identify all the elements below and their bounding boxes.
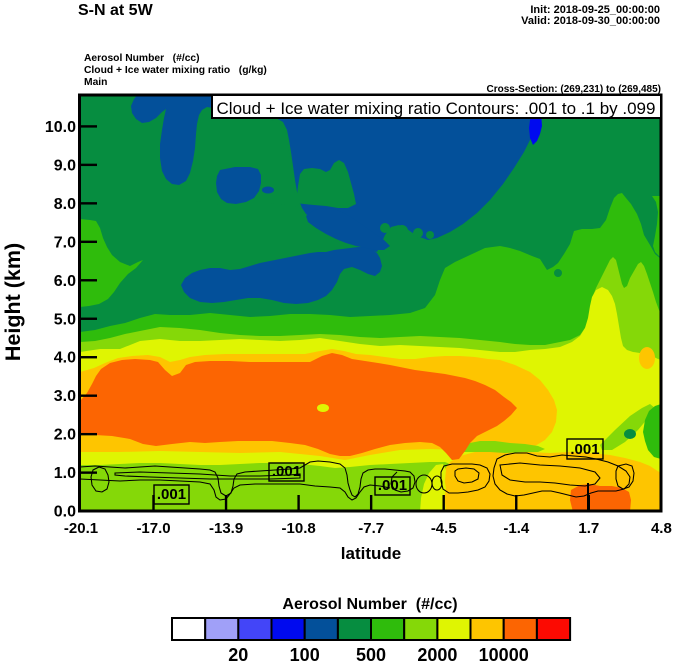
svg-text:latitude: latitude <box>341 544 401 563</box>
svg-text:0.0: 0.0 <box>54 504 76 521</box>
svg-text:4.8: 4.8 <box>651 520 672 537</box>
svg-text:20: 20 <box>228 645 248 665</box>
svg-text:Aerosol Number (#/cc): Aerosol Number (#/cc) <box>282 596 457 613</box>
svg-text:.001: .001 <box>272 463 301 480</box>
svg-text:1.7: 1.7 <box>578 520 599 537</box>
svg-text:10000: 10000 <box>479 645 529 665</box>
svg-text:S-N at 5W: S-N at 5W <box>78 2 154 19</box>
svg-text:2000: 2000 <box>417 645 457 665</box>
svg-text:Cloud + Ice water mixing ratio: Cloud + Ice water mixing ratio Contours:… <box>217 99 656 118</box>
svg-text:Cross-Section: (269,231) to (2: Cross-Section: (269,231) to (269,485) <box>486 84 661 95</box>
svg-text:Valid: 2018-09-30_00:00:00: Valid: 2018-09-30_00:00:00 <box>521 15 660 27</box>
svg-text:7.0: 7.0 <box>54 234 76 251</box>
svg-text:.001: .001 <box>570 441 599 458</box>
svg-text:Height (km): Height (km) <box>1 243 25 361</box>
svg-text:-10.8: -10.8 <box>282 520 316 537</box>
svg-text:-13.9: -13.9 <box>209 520 243 537</box>
svg-text:100: 100 <box>290 645 320 665</box>
svg-text:-20.1: -20.1 <box>64 520 98 537</box>
svg-text:5.0: 5.0 <box>54 311 76 328</box>
svg-text:Init: 2018-09-25_00:00:00: Init: 2018-09-25_00:00:00 <box>530 4 660 16</box>
svg-text:-4.5: -4.5 <box>431 520 457 537</box>
svg-text:6.0: 6.0 <box>54 273 76 290</box>
svg-text:Main: Main <box>84 77 107 88</box>
svg-text:10.0: 10.0 <box>45 119 76 136</box>
svg-text:1.0: 1.0 <box>54 465 76 482</box>
svg-text:3.0: 3.0 <box>54 388 76 405</box>
svg-text:.001: .001 <box>378 477 407 494</box>
svg-text:2.0: 2.0 <box>54 427 76 444</box>
svg-text:9.0: 9.0 <box>54 157 76 174</box>
svg-text:8.0: 8.0 <box>54 196 76 213</box>
svg-text:-17.0: -17.0 <box>136 520 170 537</box>
svg-text:4.0: 4.0 <box>54 350 76 367</box>
svg-text:-1.4: -1.4 <box>503 520 530 537</box>
svg-text:500: 500 <box>356 645 386 665</box>
svg-text:-7.7: -7.7 <box>358 520 384 537</box>
svg-text:.001: .001 <box>157 486 186 503</box>
svg-text:Aerosol Number (#/cc): Aerosol Number (#/cc) <box>84 53 200 64</box>
svg-text:Cloud + Ice water mixing ratio: Cloud + Ice water mixing ratio (g/kg) <box>84 65 267 76</box>
